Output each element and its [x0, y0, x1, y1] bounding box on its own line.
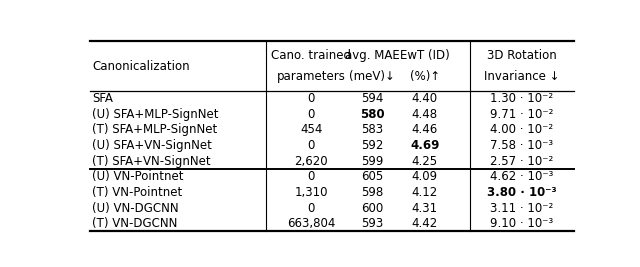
Text: 663,804: 663,804 [287, 217, 335, 230]
Text: 600: 600 [361, 202, 383, 214]
Text: 605: 605 [361, 170, 383, 183]
Text: 3.80 · 10⁻³: 3.80 · 10⁻³ [487, 186, 556, 199]
Text: (T) SFA+VN-SignNet: (T) SFA+VN-SignNet [92, 155, 211, 168]
Text: 598: 598 [361, 186, 383, 199]
Text: Canonicalization: Canonicalization [92, 60, 190, 73]
Text: SFA: SFA [92, 92, 113, 105]
Text: 0: 0 [307, 202, 315, 214]
Text: 454: 454 [300, 123, 323, 136]
Text: 1.30 · 10⁻²: 1.30 · 10⁻² [490, 92, 553, 105]
Text: 4.12: 4.12 [412, 186, 438, 199]
Text: 0: 0 [307, 139, 315, 152]
Text: 1,310: 1,310 [294, 186, 328, 199]
Text: 0: 0 [307, 108, 315, 121]
Text: 4.00 · 10⁻²: 4.00 · 10⁻² [490, 123, 553, 136]
Text: 4.25: 4.25 [412, 155, 438, 168]
Text: 3D Rotation: 3D Rotation [486, 49, 556, 62]
Text: (U) SFA+VN-SignNet: (U) SFA+VN-SignNet [92, 139, 212, 152]
Text: 4.09: 4.09 [412, 170, 438, 183]
Text: Cano. trained: Cano. trained [271, 49, 351, 62]
Text: 4.48: 4.48 [412, 108, 438, 121]
Text: (U) VN-Pointnet: (U) VN-Pointnet [92, 170, 184, 183]
Text: 580: 580 [360, 108, 385, 121]
Text: 2.57 · 10⁻²: 2.57 · 10⁻² [490, 155, 553, 168]
Text: EwT (ID): EwT (ID) [400, 49, 450, 62]
Text: 594: 594 [361, 92, 383, 105]
Text: (T) VN-DGCNN: (T) VN-DGCNN [92, 217, 178, 230]
Text: (U) SFA+MLP-SignNet: (U) SFA+MLP-SignNet [92, 108, 219, 121]
Text: 592: 592 [361, 139, 383, 152]
Text: (%)↑: (%)↑ [410, 70, 440, 83]
Text: 4.46: 4.46 [412, 123, 438, 136]
Text: 599: 599 [361, 155, 383, 168]
Text: 3.11 · 10⁻²: 3.11 · 10⁻² [490, 202, 553, 214]
Text: avg. MAE: avg. MAE [345, 49, 399, 62]
Text: 4.31: 4.31 [412, 202, 438, 214]
Text: 593: 593 [361, 217, 383, 230]
Text: 0: 0 [307, 92, 315, 105]
Text: 4.42: 4.42 [412, 217, 438, 230]
Text: 7.58 · 10⁻³: 7.58 · 10⁻³ [490, 139, 553, 152]
Text: 0: 0 [307, 170, 315, 183]
Text: (T) SFA+MLP-SignNet: (T) SFA+MLP-SignNet [92, 123, 218, 136]
Text: 9.10 · 10⁻³: 9.10 · 10⁻³ [490, 217, 553, 230]
Text: 4.69: 4.69 [410, 139, 440, 152]
Text: Invariance ↓: Invariance ↓ [484, 70, 559, 83]
Text: parameters: parameters [276, 70, 346, 83]
Text: 4.62 · 10⁻³: 4.62 · 10⁻³ [490, 170, 553, 183]
Text: (meV)↓: (meV)↓ [349, 70, 395, 83]
Text: (U) VN-DGCNN: (U) VN-DGCNN [92, 202, 179, 214]
Text: 2,620: 2,620 [294, 155, 328, 168]
Text: 9.71 · 10⁻²: 9.71 · 10⁻² [490, 108, 553, 121]
Text: 4.40: 4.40 [412, 92, 438, 105]
Text: 583: 583 [361, 123, 383, 136]
Text: (T) VN-Pointnet: (T) VN-Pointnet [92, 186, 182, 199]
